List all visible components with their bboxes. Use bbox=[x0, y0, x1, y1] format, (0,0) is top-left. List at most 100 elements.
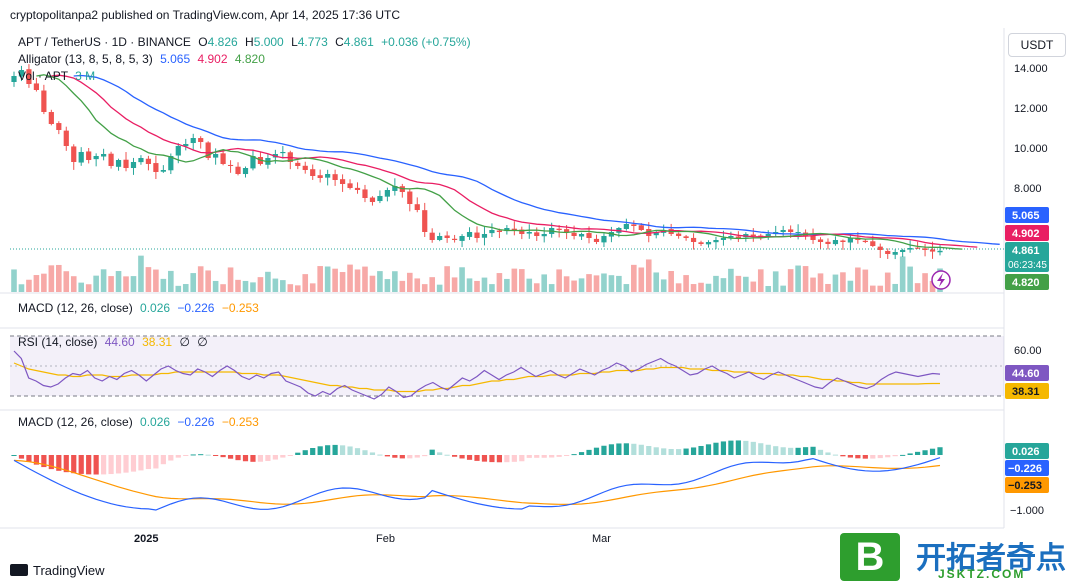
volume-bar bbox=[93, 275, 99, 292]
volume-bar bbox=[190, 273, 197, 292]
macd-histogram-bar bbox=[661, 448, 667, 455]
candle-body bbox=[48, 112, 54, 124]
legend-l-label: L bbox=[291, 35, 298, 49]
candle-body bbox=[33, 83, 40, 90]
macd-histogram-bar bbox=[205, 454, 211, 456]
candle-body bbox=[481, 234, 488, 238]
volume-bar bbox=[347, 264, 353, 292]
macd-histogram-bar bbox=[526, 455, 532, 458]
volume-bar bbox=[108, 276, 114, 292]
macd1-hist: 0.026 bbox=[140, 301, 170, 315]
volume-bar bbox=[235, 279, 241, 292]
candle-body bbox=[683, 236, 689, 238]
volume-bar bbox=[892, 283, 898, 292]
macd-histogram-bar bbox=[466, 455, 473, 460]
candle-body bbox=[310, 169, 316, 176]
footer: TradingView bbox=[0, 558, 1080, 587]
macd-histogram-bar bbox=[437, 452, 443, 455]
volume-bar bbox=[795, 265, 801, 292]
volume-bar bbox=[533, 283, 540, 292]
candle-body bbox=[892, 252, 898, 255]
candle-body bbox=[384, 190, 390, 197]
macd-histogram-bar bbox=[653, 447, 659, 455]
macd-histogram-bar bbox=[631, 443, 637, 455]
watermark-logo-icon: B bbox=[840, 533, 900, 581]
volume-label: Vol · APT bbox=[18, 69, 69, 83]
volume-bar bbox=[78, 282, 85, 292]
volume-bar bbox=[705, 283, 712, 292]
macd-histogram-bar bbox=[549, 455, 555, 458]
candle-body bbox=[496, 230, 503, 232]
rsi-tick: 60.00 bbox=[1014, 345, 1042, 357]
volume-bar bbox=[481, 277, 488, 292]
macd-histogram-bar bbox=[743, 440, 749, 455]
legend-alligator: Alligator (13, 8, 5, 8, 5, 3) 5.065 4.90… bbox=[18, 52, 265, 66]
macd-histogram-bar bbox=[451, 455, 458, 457]
candle-body bbox=[713, 240, 719, 243]
lips-tag: 4.820 bbox=[1012, 277, 1040, 289]
legend-macd-1: MACD (12, 26, close) 0.026 −0.226 −0.253 bbox=[18, 301, 259, 315]
volume-bar bbox=[474, 280, 480, 292]
candle-body bbox=[115, 160, 122, 167]
volume-bar bbox=[668, 271, 674, 292]
candle-body bbox=[339, 179, 346, 184]
currency-button[interactable]: USDT bbox=[1008, 33, 1066, 57]
alligator-jaw-line bbox=[73, 74, 1000, 245]
candle-body bbox=[937, 250, 943, 253]
alligator-lips-line bbox=[36, 74, 963, 250]
price-tick: 14.000 bbox=[1014, 63, 1048, 75]
chart-canvas[interactable]: APT / TetherUS · 1D · BINANCE O4.826 H5.… bbox=[0, 28, 1080, 558]
legend-change: +0.036 (+0.75%) bbox=[381, 35, 470, 49]
candle-body bbox=[250, 156, 256, 169]
volume-bar bbox=[586, 274, 592, 292]
macd-histogram-bar bbox=[123, 455, 129, 473]
volume-bar bbox=[182, 284, 189, 292]
rsi-line bbox=[13, 350, 941, 400]
candle-body bbox=[519, 229, 525, 234]
volume-bar bbox=[287, 284, 294, 292]
macd-histogram-bar bbox=[593, 447, 600, 455]
macd-histogram-bar bbox=[280, 455, 286, 458]
candle-body bbox=[638, 225, 644, 230]
macd-histogram-bar bbox=[317, 446, 323, 455]
macd-histogram-bar bbox=[153, 455, 159, 469]
macd-histogram-bar bbox=[18, 455, 25, 459]
macd-signal-line bbox=[13, 459, 941, 506]
macd-histogram-bar bbox=[758, 443, 764, 455]
macd-histogram-bar bbox=[877, 455, 883, 459]
volume-bar bbox=[750, 281, 757, 292]
volume-bar bbox=[511, 268, 518, 292]
candle-body bbox=[885, 250, 891, 254]
candle-body bbox=[302, 165, 308, 170]
candle-body bbox=[392, 186, 398, 191]
volume-bar bbox=[541, 274, 548, 292]
candle-body bbox=[145, 158, 152, 164]
macd-histogram-bar bbox=[130, 455, 137, 472]
tradingview-logo[interactable]: TradingView bbox=[10, 563, 105, 578]
rsi-tag-bg bbox=[1005, 365, 1049, 381]
macd-histogram-bar bbox=[459, 455, 465, 459]
candle-body bbox=[601, 236, 607, 243]
volume-bar bbox=[265, 271, 271, 292]
macd-histogram-bar bbox=[384, 455, 390, 457]
volume-bar bbox=[735, 275, 742, 292]
candle-body bbox=[138, 158, 144, 163]
volume-bar bbox=[324, 266, 331, 292]
volume-bar bbox=[459, 267, 465, 292]
macd-histogram-bar bbox=[623, 443, 629, 455]
volume-bar bbox=[399, 280, 406, 292]
volume-bar bbox=[855, 267, 861, 292]
candle-body bbox=[71, 146, 77, 162]
volume-bar bbox=[153, 269, 159, 292]
candle-body bbox=[153, 163, 159, 172]
macd-histogram-bar bbox=[735, 440, 741, 455]
lightning-icon[interactable] bbox=[931, 270, 951, 290]
candle-body bbox=[101, 154, 107, 157]
candle-body bbox=[347, 183, 353, 188]
candle-body bbox=[11, 76, 17, 82]
jaw-tag: 5.065 bbox=[1012, 210, 1040, 222]
macd-histogram-bar bbox=[578, 452, 585, 455]
alligator-teeth-value: 4.902 bbox=[197, 52, 227, 66]
alligator-label: Alligator (13, 8, 5, 8, 5, 3) bbox=[18, 52, 153, 66]
macd-histogram-bar bbox=[377, 454, 383, 456]
